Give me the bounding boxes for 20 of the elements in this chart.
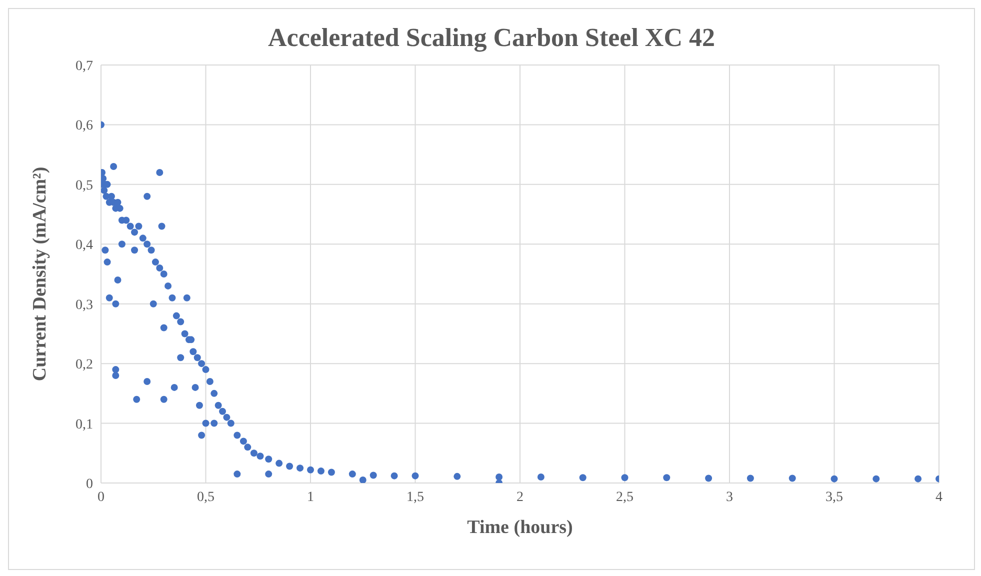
y-tick-label: 0,6 (76, 118, 93, 134)
y-tick-label: 0,2 (76, 358, 93, 373)
y-tick-label: 0,3 (76, 298, 93, 313)
y-axis-title: Current Density (mA/cm²) (30, 166, 51, 382)
x-tick-label: 3 (726, 490, 733, 505)
x-tick-label: 2,5 (616, 490, 634, 505)
y-tick-label: 0 (86, 476, 93, 492)
x-tick-label: 4 (936, 490, 942, 505)
y-tick-label: 0,7 (76, 58, 93, 74)
x-axis-title: Time (hours) (467, 517, 573, 538)
x-tick-label: 1 (307, 490, 314, 505)
x-tick-label: 1,5 (406, 490, 424, 505)
y-tick-label: 0,1 (76, 417, 93, 432)
y-tick-label: 0,5 (76, 178, 93, 194)
x-tick-label: 0 (98, 490, 104, 505)
x-tick-label: 0,5 (197, 490, 214, 505)
x-tick-label: 2 (516, 490, 524, 505)
x-tick-label: 3,5 (826, 490, 843, 505)
chart-title: Accelerated Scaling Carbon Steel XC 42 (267, 23, 716, 53)
y-tick-label: 0,4 (76, 238, 93, 254)
